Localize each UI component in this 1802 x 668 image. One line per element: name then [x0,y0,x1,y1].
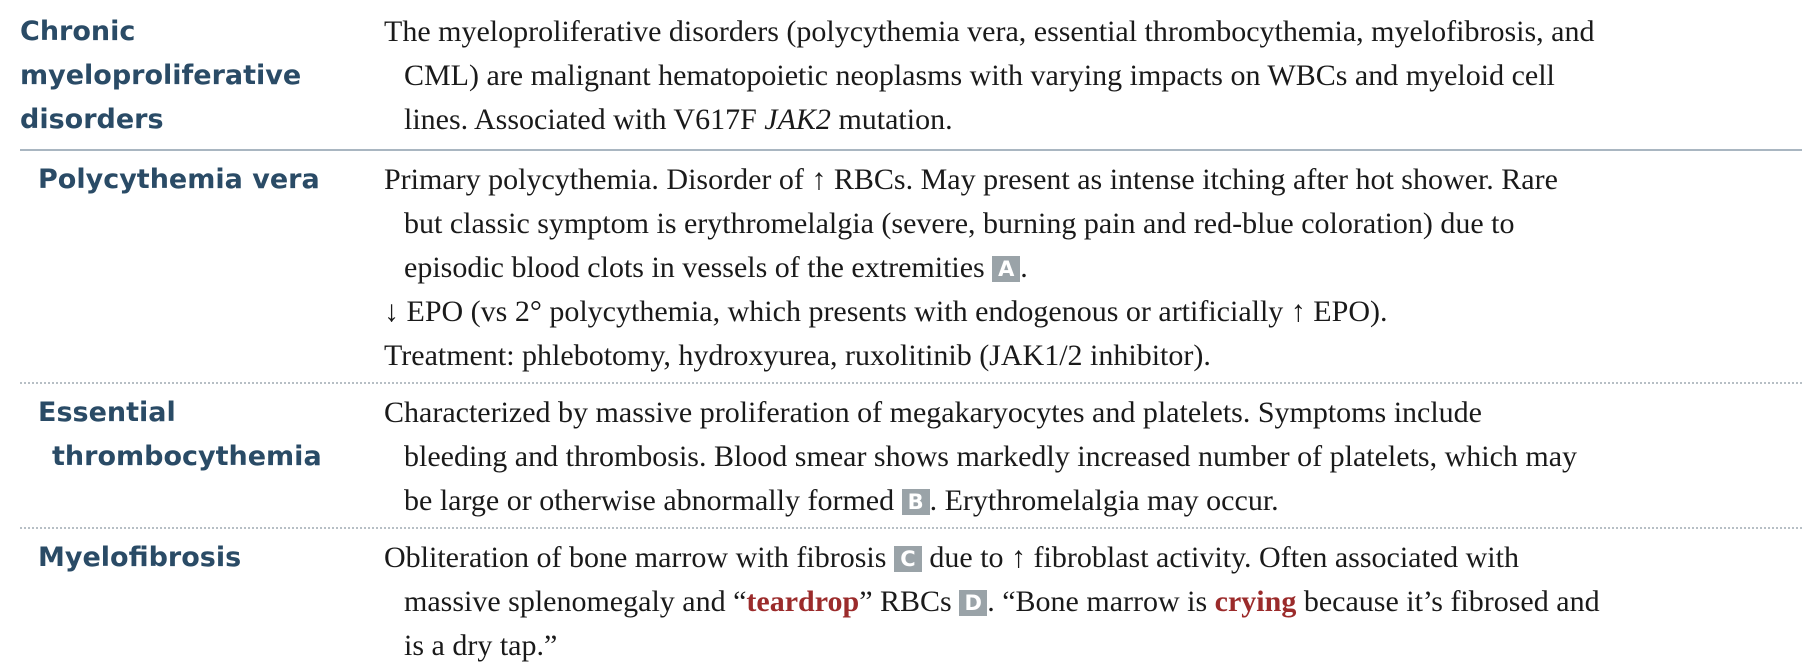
figure-badge-b[interactable]: B [901,489,930,515]
text-run: because it’s fibrosed and [1296,585,1600,618]
highlight-crying: crying [1214,585,1297,618]
term-myelofibrosis: Myelofibrosis [38,536,241,580]
text-run: mutation. [830,103,953,136]
definition-line: bleeding and thrombosis. Blood smear sho… [404,440,1578,473]
definition-line: massive splenomegaly and “teardrop” RBCs… [384,580,1794,624]
text-run: . [1020,251,1028,284]
definition-line: is a dry tap.” [404,629,558,662]
term-chronic-myeloproliferative-disorders: Chronic myeloproliferative disorders [20,10,301,142]
text-run: ” RBCs [859,585,960,618]
text-run: lines. Associated with V617F [404,103,765,136]
definition-chronic-myeloproliferative-disorders: The myeloproliferative disorders (polycy… [384,10,1794,142]
definition-line: The myeloproliferative disorders (polycy… [384,15,1595,48]
text-run: Obliteration of bone marrow with fibrosi… [384,541,894,574]
definition-line: CML) are malignant hematopoietic neoplas… [404,59,1555,92]
definition-line: Characterized by massive proliferation o… [384,396,1482,429]
figure-badge-c[interactable]: C [893,546,922,572]
text-run: . Erythromelalgia may occur. [929,484,1279,517]
term-essential-thrombocythemia: Essential thrombocythemia [38,391,322,479]
definition-line: lines. Associated with V617F JAK2 mutati… [384,98,1794,142]
term-line: Myelofibrosis [38,542,242,573]
definition-line: Treatment: phlebotomy, hydroxyurea, ruxo… [384,339,1211,372]
term-line: Polycythemia vera [38,164,320,195]
gene-name: JAK2 [764,103,831,136]
term-line: Chronic [20,16,136,47]
text-run: be large or otherwise abnormally formed [404,484,902,517]
definition-line: Obliteration of bone marrow with fibrosi… [384,536,1794,580]
text-run: due to ↑ fibroblast activity. Often asso… [921,541,1519,574]
definition-myelofibrosis: Obliteration of bone marrow with fibrosi… [384,536,1794,668]
text-run: . “Bone marrow is [987,585,1215,618]
term-line: Essential [38,397,176,428]
definition-polycythemia-vera: Primary polycythemia. Disorder of ↑ RBCs… [384,158,1794,378]
text-run: episodic blood clots in vessels of the e… [404,251,993,284]
row-divider [20,382,1802,384]
row-divider [20,527,1802,529]
figure-badge-a[interactable]: A [992,256,1021,282]
text-run: massive splenomegaly and “ [404,585,747,618]
definition-line: but classic symptom is erythromelalgia (… [404,207,1515,240]
term-line: myeloproliferative [20,60,302,91]
term-polycythemia-vera: Polycythemia vera [38,158,320,202]
term-line: disorders [20,104,164,135]
term-line: thrombocythemia [52,441,322,472]
highlight-teardrop: teardrop [746,585,860,618]
definition-line: Primary polycythemia. Disorder of ↑ RBCs… [384,163,1558,196]
definition-essential-thrombocythemia: Characterized by massive proliferation o… [384,391,1794,523]
definition-line: ↓ EPO (vs 2° polycythemia, which present… [384,295,1388,328]
definition-line: episodic blood clots in vessels of the e… [384,246,1794,290]
definition-line: be large or otherwise abnormally formed … [384,479,1794,523]
section-divider [20,149,1802,151]
figure-badge-d[interactable]: D [959,590,988,616]
